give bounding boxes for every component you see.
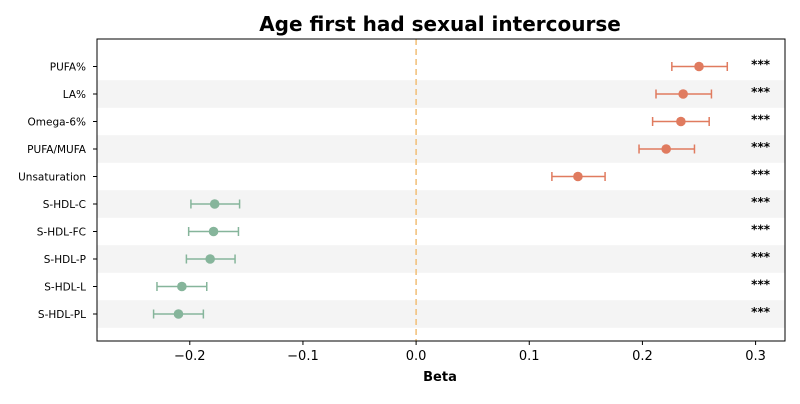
chart-title: Age first had sexual intercourse: [259, 12, 621, 36]
beta-point: [177, 282, 187, 292]
significance-label: ***: [751, 58, 771, 72]
x-tick-label: 0.1: [519, 349, 540, 364]
beta-point: [661, 144, 671, 154]
x-tick-label: −0.1: [287, 349, 319, 364]
y-tick-label: S-HDL-FC: [37, 227, 86, 239]
y-tick-label: Unsaturation: [18, 172, 86, 184]
beta-point: [205, 254, 215, 264]
significance-label: ***: [751, 85, 771, 99]
beta-point: [210, 199, 220, 209]
beta-point: [694, 62, 704, 72]
significance-label: ***: [751, 195, 771, 209]
significance-label: ***: [751, 305, 771, 319]
y-tick-label: LA%: [63, 89, 86, 101]
significance-labels: *** *** *** *** *** *** *** *** *** ***: [751, 58, 771, 320]
x-tick-label: 0.3: [745, 349, 766, 364]
y-tick-label: Omega-6%: [28, 117, 87, 129]
x-tick-label: 0.0: [406, 349, 427, 364]
beta-point: [678, 89, 688, 99]
y-tick-label: S-HDL-PL: [38, 309, 86, 321]
significance-label: ***: [751, 140, 771, 154]
beta-point: [676, 117, 686, 127]
y-tick-label: S-HDL-P: [44, 254, 86, 266]
y-tick-label: PUFA%: [50, 62, 86, 74]
beta-point: [573, 172, 583, 182]
significance-label: ***: [751, 168, 771, 182]
significance-label: ***: [751, 278, 771, 292]
significance-label: ***: [751, 223, 771, 237]
y-tick-label: S-HDL-L: [44, 282, 86, 294]
x-tick-label: −0.2: [174, 349, 206, 364]
y-tick-label: PUFA/MUFA: [27, 144, 87, 156]
significance-label: ***: [751, 113, 771, 127]
beta-point: [209, 227, 219, 237]
x-axis-label: Beta: [423, 370, 457, 385]
x-axis-ticks: −0.2 −0.1 0.0 0.1 0.2 0.3: [174, 341, 766, 364]
significance-label: ***: [751, 250, 771, 264]
x-tick-label: 0.2: [632, 349, 653, 364]
beta-point: [174, 309, 184, 319]
y-axis-labels: PUFA% LA% Omega-6% PUFA/MUFA Unsaturation S-H…: [18, 62, 97, 322]
y-tick-label: S-HDL-C: [43, 199, 86, 211]
